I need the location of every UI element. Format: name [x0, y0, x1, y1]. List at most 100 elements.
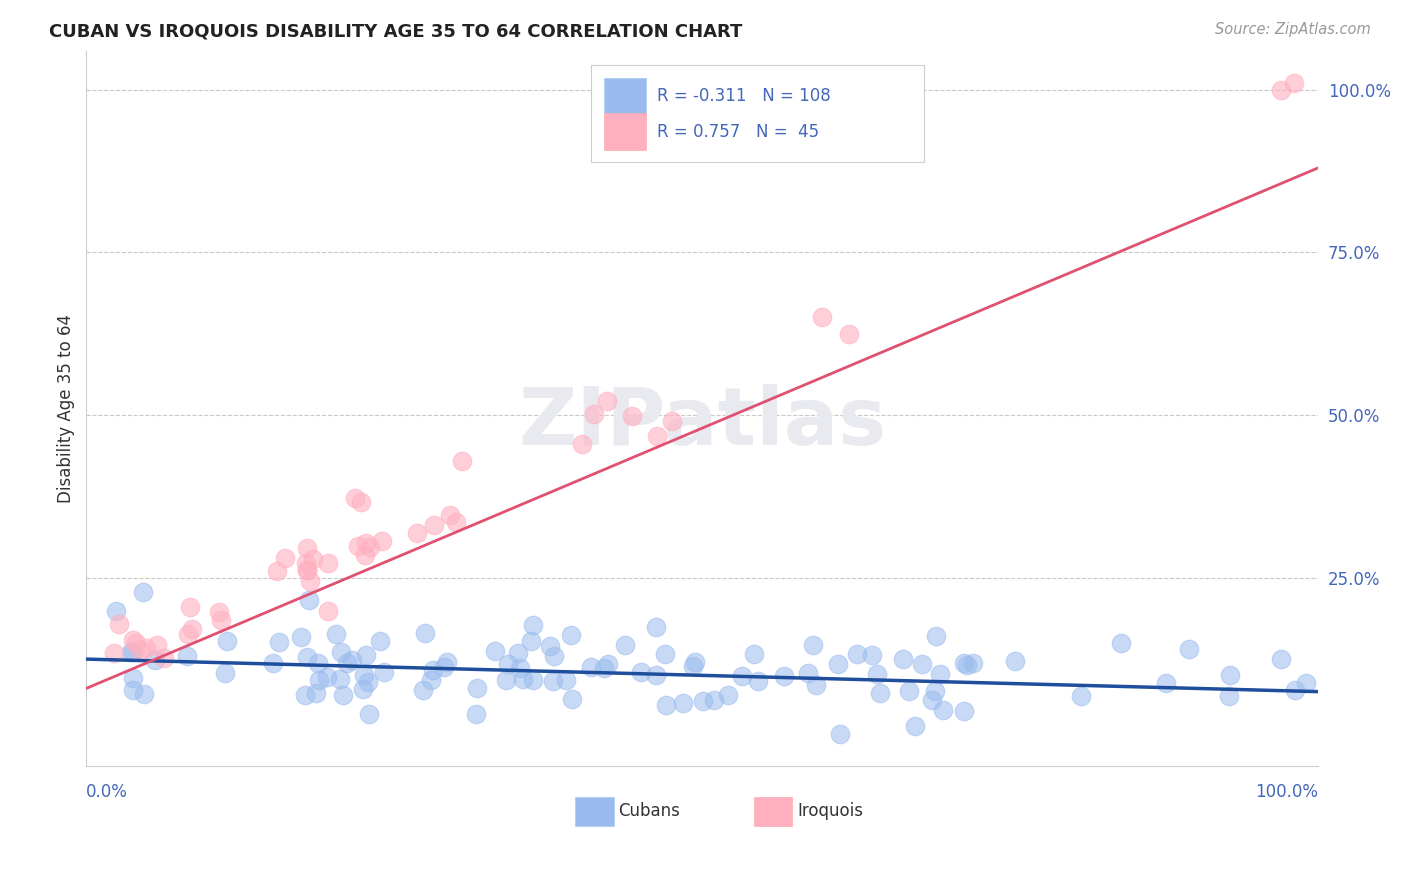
- Point: [215, 634, 238, 648]
- Point: [962, 656, 984, 670]
- Point: [929, 667, 952, 681]
- Text: ZIPatlas: ZIPatlas: [519, 384, 886, 462]
- Point: [571, 437, 593, 451]
- Point: [146, 638, 169, 652]
- Point: [464, 707, 486, 722]
- Point: [121, 632, 143, 647]
- Point: [522, 617, 544, 632]
- Point: [152, 650, 174, 665]
- Point: [354, 648, 377, 662]
- Point: [181, 622, 204, 636]
- Point: [509, 661, 531, 675]
- Point: [359, 540, 381, 554]
- Point: [772, 669, 794, 683]
- Point: [131, 585, 153, 599]
- Point: [108, 616, 131, 631]
- Point: [262, 656, 284, 670]
- Text: 0.0%: 0.0%: [86, 783, 128, 801]
- Y-axis label: Disability Age 35 to 64: Disability Age 35 to 64: [58, 314, 75, 503]
- Point: [869, 686, 891, 700]
- Point: [512, 672, 534, 686]
- Text: 100.0%: 100.0%: [1256, 783, 1319, 801]
- Point: [931, 703, 953, 717]
- Point: [956, 657, 979, 672]
- Point: [953, 657, 976, 671]
- Point: [1218, 689, 1240, 703]
- Point: [450, 453, 472, 467]
- Point: [703, 693, 725, 707]
- Point: [672, 696, 695, 710]
- Point: [433, 660, 456, 674]
- Point: [1178, 642, 1201, 657]
- Point: [128, 643, 150, 657]
- Point: [329, 672, 352, 686]
- Point: [176, 627, 198, 641]
- Point: [731, 668, 754, 682]
- Point: [295, 541, 318, 555]
- Point: [332, 688, 354, 702]
- Point: [925, 629, 948, 643]
- Point: [298, 574, 321, 588]
- Point: [1219, 667, 1241, 681]
- Point: [654, 648, 676, 662]
- Point: [613, 638, 636, 652]
- Point: [353, 667, 375, 681]
- Point: [1270, 652, 1292, 666]
- Point: [506, 646, 529, 660]
- Point: [290, 631, 312, 645]
- Point: [336, 657, 359, 671]
- Text: R = -0.311   N = 108: R = -0.311 N = 108: [657, 87, 831, 104]
- Point: [683, 655, 706, 669]
- Point: [347, 539, 370, 553]
- Point: [295, 649, 318, 664]
- FancyBboxPatch shape: [575, 797, 613, 826]
- Point: [904, 718, 927, 732]
- Text: R = 0.757   N =  45: R = 0.757 N = 45: [657, 122, 818, 141]
- Point: [325, 627, 347, 641]
- Point: [301, 552, 323, 566]
- Point: [209, 613, 232, 627]
- Point: [1282, 76, 1305, 90]
- Point: [924, 684, 946, 698]
- Point: [1295, 676, 1317, 690]
- Point: [405, 525, 427, 540]
- Point: [305, 686, 328, 700]
- Point: [422, 663, 444, 677]
- Point: [827, 657, 849, 672]
- FancyBboxPatch shape: [754, 797, 792, 826]
- Point: [561, 692, 583, 706]
- Point: [1111, 635, 1133, 649]
- Point: [307, 656, 329, 670]
- Point: [294, 688, 316, 702]
- Point: [898, 684, 921, 698]
- Point: [465, 681, 488, 696]
- Point: [593, 661, 616, 675]
- Point: [412, 683, 434, 698]
- Point: [953, 704, 976, 718]
- Point: [837, 326, 859, 341]
- Point: [208, 605, 231, 619]
- Point: [357, 707, 380, 722]
- Point: [692, 694, 714, 708]
- Point: [357, 675, 380, 690]
- Point: [1154, 676, 1177, 690]
- Point: [581, 660, 603, 674]
- Point: [555, 673, 578, 687]
- Point: [797, 665, 820, 680]
- Point: [439, 508, 461, 523]
- Point: [1270, 83, 1292, 97]
- Point: [436, 655, 458, 669]
- Point: [214, 665, 236, 680]
- Point: [1004, 654, 1026, 668]
- Point: [496, 657, 519, 671]
- Point: [846, 647, 869, 661]
- Point: [373, 665, 395, 679]
- Point: [423, 518, 446, 533]
- Point: [122, 645, 145, 659]
- Point: [644, 620, 666, 634]
- Point: [352, 681, 374, 696]
- Point: [682, 659, 704, 673]
- Point: [368, 634, 391, 648]
- Point: [329, 645, 352, 659]
- Point: [413, 625, 436, 640]
